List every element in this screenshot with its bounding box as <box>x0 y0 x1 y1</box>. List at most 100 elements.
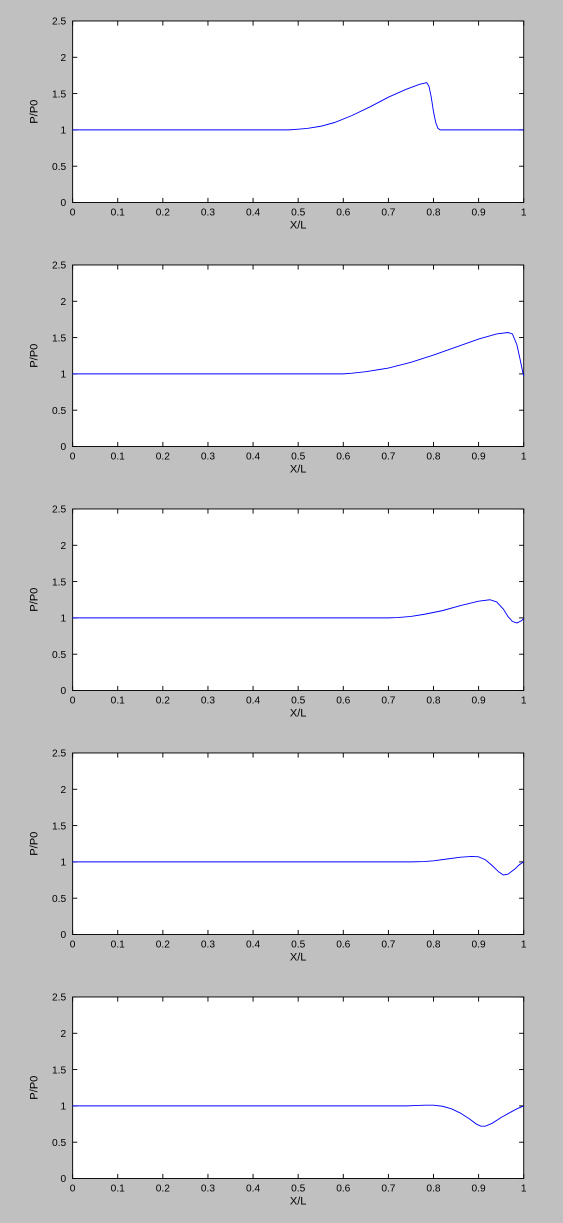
x-tick-label: 0.8 <box>426 1183 440 1194</box>
x-tick-label: 0.5 <box>291 451 305 462</box>
x-axis-label: X/L <box>290 1195 307 1207</box>
x-tick-label: 0.4 <box>246 939 260 950</box>
x-tick-label: 0.8 <box>426 695 440 706</box>
x-tick-label: 0.2 <box>156 1183 170 1194</box>
x-tick-label: 0.6 <box>336 207 350 218</box>
x-tick-label: 0 <box>70 451 76 462</box>
line-chart-3: 00.10.20.30.40.50.60.70.80.9100.511.522.… <box>6 496 557 722</box>
x-tick-label: 0.4 <box>246 695 260 706</box>
x-tick-label: 0.8 <box>426 207 440 218</box>
x-tick-label: 0.7 <box>381 451 395 462</box>
x-tick-label: 0.7 <box>381 939 395 950</box>
y-axis-label: P/P0 <box>28 588 40 612</box>
x-tick-label: 1 <box>521 695 527 706</box>
x-tick-label: 0.4 <box>246 1183 260 1194</box>
y-tick-label: 0.5 <box>52 406 66 417</box>
y-tick-label: 1 <box>60 614 66 625</box>
y-tick-label: 0 <box>60 930 66 941</box>
y-tick-label: 2 <box>60 541 66 552</box>
y-tick-label: 0 <box>60 1174 66 1185</box>
chart-panel-1: 00.10.20.30.40.50.60.70.80.9100.511.522.… <box>0 0 563 244</box>
y-tick-label: 1.5 <box>52 577 66 588</box>
x-tick-label: 0.8 <box>426 451 440 462</box>
x-tick-label: 0.3 <box>201 695 215 706</box>
plot-area <box>73 265 524 447</box>
x-tick-label: 0.5 <box>291 695 305 706</box>
line-chart-1: 00.10.20.30.40.50.60.70.80.9100.511.522.… <box>6 8 557 234</box>
line-chart-4: 00.10.20.30.40.50.60.70.80.9100.511.522.… <box>6 740 557 966</box>
plot-area <box>73 21 524 203</box>
y-tick-label: 2 <box>60 1029 66 1040</box>
y-tick-label: 2.5 <box>52 749 66 760</box>
x-tick-label: 0.2 <box>156 939 170 950</box>
chart-panel-5: 00.10.20.30.40.50.60.70.80.9100.511.522.… <box>0 976 563 1220</box>
x-tick-label: 1 <box>521 939 527 950</box>
x-tick-label: 1 <box>521 451 527 462</box>
chart-panel-2: 00.10.20.30.40.50.60.70.80.9100.511.522.… <box>0 244 563 488</box>
plot-area <box>73 997 524 1179</box>
x-tick-label: 0.7 <box>381 1183 395 1194</box>
y-tick-label: 2.5 <box>52 993 66 1004</box>
y-tick-label: 2.5 <box>52 17 66 28</box>
y-tick-label: 1.5 <box>52 333 66 344</box>
x-tick-label: 0.2 <box>156 207 170 218</box>
plot-area <box>73 509 524 691</box>
y-tick-label: 1 <box>60 1102 66 1113</box>
y-tick-label: 1 <box>60 858 66 869</box>
y-tick-label: 1.5 <box>52 821 66 832</box>
x-tick-label: 0.1 <box>111 451 125 462</box>
y-tick-label: 0.5 <box>52 894 66 905</box>
y-tick-label: 1.5 <box>52 1065 66 1076</box>
y-tick-label: 2 <box>60 785 66 796</box>
y-tick-label: 1 <box>60 370 66 381</box>
x-tick-label: 0.6 <box>336 695 350 706</box>
plot-area <box>73 753 524 935</box>
y-tick-label: 1.5 <box>52 89 66 100</box>
x-tick-label: 0.7 <box>381 207 395 218</box>
x-axis-label: X/L <box>290 707 307 719</box>
x-tick-label: 0.6 <box>336 1183 350 1194</box>
x-tick-label: 1 <box>521 1183 527 1194</box>
y-tick-label: 2.5 <box>52 261 66 272</box>
x-tick-label: 1 <box>521 207 527 218</box>
y-tick-label: 1 <box>60 126 66 137</box>
x-tick-label: 0.9 <box>472 695 486 706</box>
x-tick-label: 0.1 <box>111 939 125 950</box>
x-tick-label: 0.9 <box>472 451 486 462</box>
x-axis-label: X/L <box>290 219 307 231</box>
x-tick-label: 0.6 <box>336 451 350 462</box>
y-tick-label: 0.5 <box>52 1138 66 1149</box>
x-tick-label: 0.8 <box>426 939 440 950</box>
y-tick-label: 0 <box>60 198 66 209</box>
y-tick-label: 0 <box>60 442 66 453</box>
x-tick-label: 0 <box>70 695 76 706</box>
x-tick-label: 0.4 <box>246 451 260 462</box>
x-tick-label: 0.5 <box>291 939 305 950</box>
x-tick-label: 0.9 <box>472 1183 486 1194</box>
x-tick-label: 0.1 <box>111 695 125 706</box>
chart-panel-3: 00.10.20.30.40.50.60.70.80.9100.511.522.… <box>0 488 563 732</box>
x-tick-label: 0 <box>70 1183 76 1194</box>
y-axis-label: P/P0 <box>28 832 40 856</box>
x-tick-label: 0.3 <box>201 207 215 218</box>
x-tick-label: 0.3 <box>201 451 215 462</box>
x-tick-label: 0 <box>70 939 76 950</box>
x-tick-label: 0.9 <box>472 207 486 218</box>
y-axis-label: P/P0 <box>28 1076 40 1100</box>
y-tick-label: 2.5 <box>52 505 66 516</box>
x-tick-label: 0.1 <box>111 1183 125 1194</box>
y-tick-label: 0.5 <box>52 650 66 661</box>
x-tick-label: 0.5 <box>291 1183 305 1194</box>
x-tick-label: 0.4 <box>246 207 260 218</box>
y-axis-label: P/P0 <box>28 100 40 124</box>
line-chart-2: 00.10.20.30.40.50.60.70.80.9100.511.522.… <box>6 252 557 478</box>
x-tick-label: 0.5 <box>291 207 305 218</box>
x-tick-label: 0.9 <box>472 939 486 950</box>
x-axis-label: X/L <box>290 951 307 963</box>
x-tick-label: 0 <box>70 207 76 218</box>
x-axis-label: X/L <box>290 463 307 475</box>
y-tick-label: 0 <box>60 686 66 697</box>
y-tick-label: 2 <box>60 53 66 64</box>
y-tick-label: 2 <box>60 297 66 308</box>
x-tick-label: 0.2 <box>156 695 170 706</box>
